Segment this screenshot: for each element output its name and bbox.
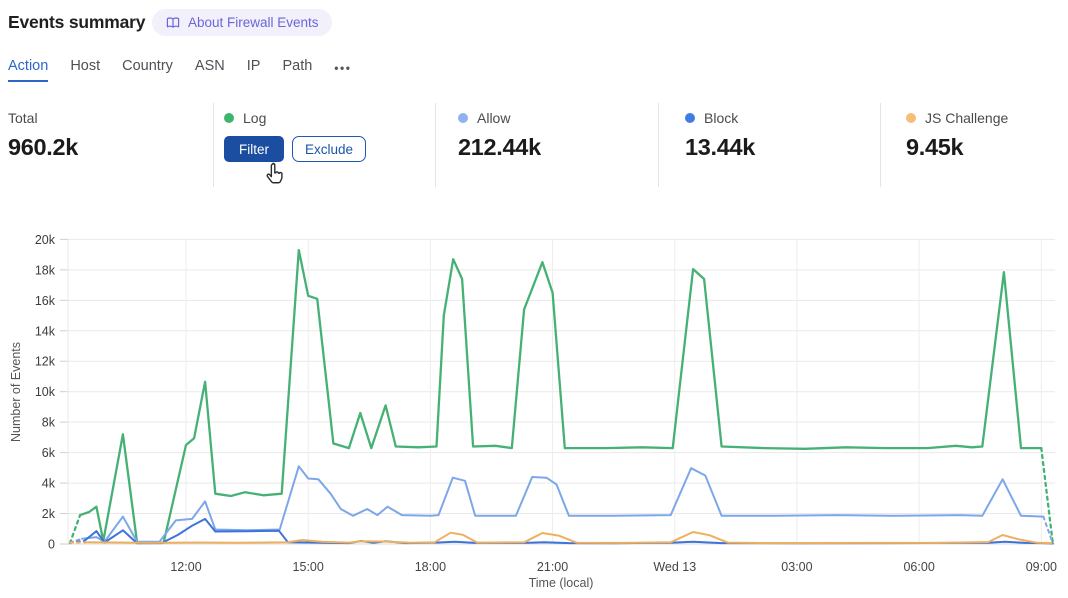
y-tick-label: 16k bbox=[35, 294, 56, 308]
y-tick-label: 10k bbox=[35, 385, 56, 399]
axis-labels: 0 2k 4k 6k 8k 10k 12k 14k 16k 18k 20k 12:00 15:00 18:… bbox=[9, 233, 1057, 590]
y-tick-label: 2k bbox=[42, 507, 56, 521]
x-axis-title: Time (local) bbox=[529, 576, 594, 590]
stat-group-log: Log Filter Exclude bbox=[213, 103, 435, 187]
stat-allow-value: 212.44k bbox=[458, 134, 541, 160]
y-tick-label: 8k bbox=[42, 416, 56, 430]
series-lines bbox=[68, 248, 1054, 545]
log-legend-dot bbox=[224, 113, 234, 123]
x-tick-label: Wed 13 bbox=[653, 560, 696, 574]
block-legend-dot bbox=[685, 113, 695, 123]
stat-block-value: 13.44k bbox=[685, 134, 756, 160]
tab-path[interactable]: Path bbox=[282, 58, 313, 74]
series-log-line bbox=[78, 248, 1043, 544]
y-axis-title: Number of Events bbox=[9, 342, 23, 442]
tab-country[interactable]: Country bbox=[122, 58, 173, 74]
filter-button[interactable]: Filter bbox=[224, 136, 284, 162]
series-log-line-dashed bbox=[1040, 446, 1054, 544]
stat-group-block: Block 13.44k bbox=[658, 103, 880, 187]
stat-group-allow: Allow 212.44k bbox=[435, 103, 658, 187]
y-tick-label: 4k bbox=[42, 477, 56, 491]
series-allow-line bbox=[81, 465, 1045, 543]
events-summary-tabs: Action Host Country ASN IP Path ••• bbox=[8, 58, 351, 82]
y-tick-label: 6k bbox=[42, 446, 56, 460]
stat-log-label: Log bbox=[243, 110, 267, 126]
y-tick-label: 18k bbox=[35, 263, 56, 277]
events-chart[interactable]: 0 2k 4k 6k 8k 10k 12k 14k 16k 18k 20k 12:00 15:00 18:… bbox=[0, 228, 1068, 598]
page-title: Events summary bbox=[8, 12, 146, 32]
exclude-button[interactable]: Exclude bbox=[292, 136, 367, 162]
y-tick-label: 12k bbox=[35, 355, 56, 369]
tab-ip[interactable]: IP bbox=[246, 58, 261, 74]
x-tick-label: 03:00 bbox=[781, 560, 812, 574]
stat-total-value: 960.2k bbox=[8, 134, 79, 160]
stat-block-label: Block bbox=[704, 110, 739, 126]
tab-action[interactable]: Action bbox=[8, 58, 49, 82]
stat-js-challenge-value: 9.45k bbox=[906, 134, 964, 160]
x-tick-label: 18:00 bbox=[415, 560, 446, 574]
x-tick-label: 21:00 bbox=[537, 560, 568, 574]
allow-legend-dot bbox=[458, 113, 468, 123]
stat-js-challenge-label: JS Challenge bbox=[925, 110, 1009, 126]
about-badge-label: About Firewall Events bbox=[188, 15, 319, 30]
tabs-more-button[interactable]: ••• bbox=[334, 61, 352, 75]
stat-group-js-challenge: JS Challenge 9.45k bbox=[880, 103, 1068, 187]
js-challenge-legend-dot bbox=[906, 113, 916, 123]
stats-row: Total 960.2k Log Filter Exclude Allow 21… bbox=[0, 103, 1068, 187]
y-tick-label: 20k bbox=[35, 233, 56, 247]
y-tick-label: 0 bbox=[48, 538, 55, 552]
x-tick-label: 15:00 bbox=[293, 560, 324, 574]
y-tick-label: 14k bbox=[35, 324, 56, 338]
stat-group-total: Total 960.2k bbox=[0, 103, 213, 187]
x-tick-label: 06:00 bbox=[903, 560, 934, 574]
series-js-challenge-line bbox=[87, 531, 1053, 545]
series-log-line-dashed bbox=[68, 513, 82, 545]
tab-host[interactable]: Host bbox=[70, 58, 101, 74]
x-tick-label: 09:00 bbox=[1026, 560, 1057, 574]
about-firewall-events-badge[interactable]: About Firewall Events bbox=[152, 9, 332, 36]
series-allow-line-dashed bbox=[1042, 515, 1054, 545]
book-icon bbox=[165, 15, 181, 31]
stat-allow-label: Allow bbox=[477, 110, 511, 126]
tab-asn[interactable]: ASN bbox=[194, 58, 225, 74]
x-tick-label: 12:00 bbox=[170, 560, 201, 574]
gridlines bbox=[60, 238, 1055, 545]
stat-total-label: Total bbox=[8, 110, 38, 126]
